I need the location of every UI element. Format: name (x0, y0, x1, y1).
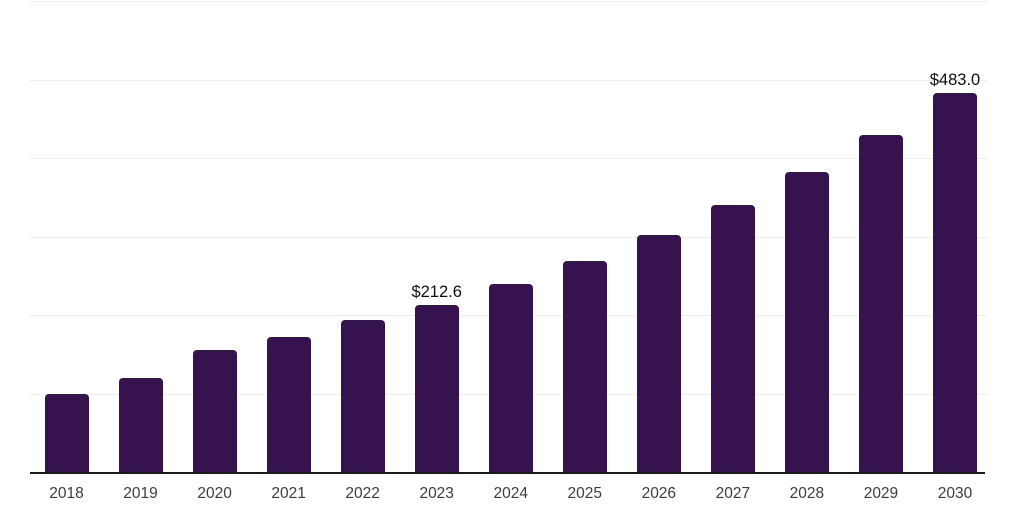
gridline (30, 1, 987, 2)
bar-2020 (192, 350, 237, 472)
bar-value-label-2023: $212.6 (411, 283, 462, 302)
bar-2030 (932, 92, 977, 472)
x-tick-label-2020: 2020 (197, 485, 232, 502)
bar-2026 (636, 234, 681, 472)
x-tick-label-2022: 2022 (345, 485, 380, 502)
bar-2019 (118, 377, 163, 472)
gridline (30, 80, 987, 81)
gridline (30, 237, 987, 238)
x-tick-label-2018: 2018 (49, 485, 84, 502)
bar-2018 (44, 393, 89, 472)
bar-2023 (414, 305, 459, 472)
x-tick-label-2030: 2030 (937, 485, 973, 502)
bar-2029 (858, 134, 903, 472)
bar-2024 (488, 284, 533, 472)
x-tick-label-2019: 2019 (123, 485, 158, 502)
x-tick-label-2029: 2029 (863, 485, 899, 502)
x-axis-line (30, 472, 985, 474)
bar-2021 (266, 336, 311, 472)
gridline (30, 158, 987, 159)
x-tick-label-2023: 2023 (419, 485, 454, 502)
bar-value-label-2030: $483.0 (929, 70, 981, 89)
bar-2028 (784, 172, 829, 472)
x-tick-label-2028: 2028 (789, 485, 825, 502)
bar-2025 (562, 260, 607, 472)
x-tick-label-2025: 2025 (567, 485, 603, 502)
x-tick-label-2024: 2024 (493, 485, 528, 502)
bar-2022 (340, 320, 385, 472)
bar-2027 (710, 205, 755, 472)
x-tick-label-2027: 2027 (715, 485, 751, 502)
x-tick-label-2021: 2021 (271, 485, 306, 502)
x-tick-label-2026: 2026 (641, 485, 677, 502)
